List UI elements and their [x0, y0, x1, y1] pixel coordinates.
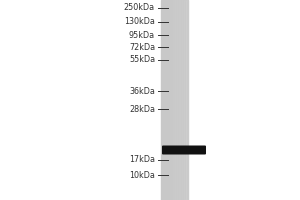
- Bar: [184, 0, 186, 200]
- Text: 130kDa: 130kDa: [124, 18, 155, 26]
- Bar: [177, 0, 178, 200]
- Text: 36kDa: 36kDa: [129, 86, 155, 96]
- Bar: [186, 0, 188, 200]
- Text: 250kDa: 250kDa: [124, 3, 155, 12]
- Bar: [168, 0, 169, 200]
- Text: 17kDa: 17kDa: [129, 156, 155, 164]
- Bar: [162, 0, 164, 200]
- Bar: [182, 0, 184, 200]
- Text: 72kDa: 72kDa: [129, 43, 155, 51]
- Bar: [175, 0, 177, 200]
- Text: 55kDa: 55kDa: [129, 55, 155, 64]
- Bar: [171, 0, 173, 200]
- Bar: [169, 0, 171, 200]
- Bar: [160, 0, 188, 200]
- Text: 10kDa: 10kDa: [129, 170, 155, 180]
- Bar: [173, 0, 175, 200]
- Text: 95kDa: 95kDa: [129, 30, 155, 40]
- Text: 28kDa: 28kDa: [129, 104, 155, 114]
- Bar: [160, 0, 162, 200]
- Bar: [178, 0, 180, 200]
- Bar: [166, 0, 168, 200]
- Bar: [180, 0, 182, 200]
- FancyBboxPatch shape: [162, 146, 206, 154]
- Bar: [164, 0, 166, 200]
